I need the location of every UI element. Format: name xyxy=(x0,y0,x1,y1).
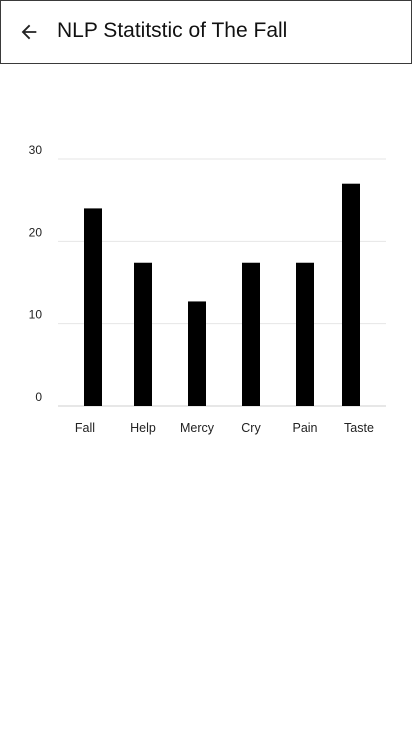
bar-help xyxy=(134,262,152,406)
x-tick-label: Fall xyxy=(75,421,95,435)
x-tick-label: Taste xyxy=(344,421,374,435)
bar-taste xyxy=(342,183,360,406)
bar-pain xyxy=(296,262,314,406)
bar-fall xyxy=(84,208,102,406)
back-button[interactable] xyxy=(15,17,43,47)
y-tick-label: 10 xyxy=(29,308,43,322)
bar-cry xyxy=(242,262,260,406)
x-tick-label: Pain xyxy=(292,421,317,435)
bar-chart-svg: 0 10 20 30 Fall Help Mercy Cry Pain Taste xyxy=(29,143,386,435)
arrow-back-icon xyxy=(21,24,37,40)
y-tick-label: 0 xyxy=(35,390,42,404)
page-title: NLP Statitstic of The Fall xyxy=(57,19,288,42)
y-tick-label: 30 xyxy=(29,143,43,157)
y-tick-label: 20 xyxy=(29,225,43,239)
x-tick-label: Help xyxy=(130,421,156,435)
bar-mercy xyxy=(188,301,206,406)
x-tick-label: Mercy xyxy=(180,421,215,435)
bar-chart: 0 10 20 30 Fall Help Mercy Cry Pain Taste xyxy=(0,64,412,484)
app-bar: NLP Statitstic of The Fall xyxy=(0,0,412,64)
x-tick-label: Cry xyxy=(241,421,261,435)
